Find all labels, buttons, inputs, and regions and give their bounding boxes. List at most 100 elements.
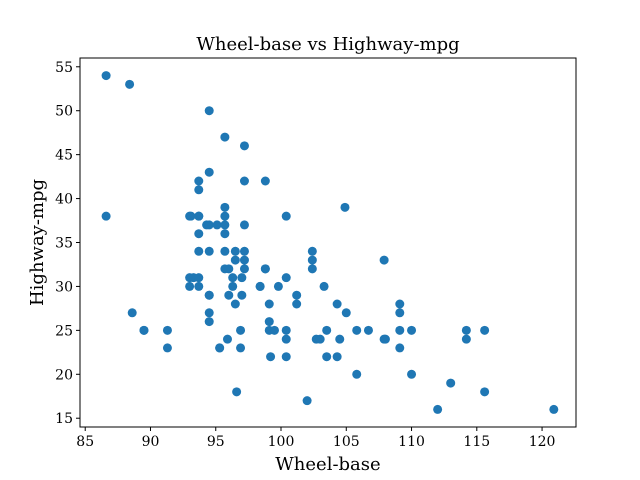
data-point xyxy=(194,229,204,239)
chart-title: Wheel-base vs Highway-mpg xyxy=(196,34,459,55)
data-point xyxy=(194,246,204,256)
data-point xyxy=(239,220,249,230)
data-point xyxy=(264,299,274,309)
data-point xyxy=(139,325,149,335)
data-point xyxy=(204,290,214,300)
data-point xyxy=(352,325,362,335)
data-point xyxy=(224,264,234,274)
x-tick-label: 110 xyxy=(398,434,425,450)
data-point xyxy=(194,281,204,291)
data-point xyxy=(220,211,230,221)
data-point xyxy=(461,325,471,335)
data-point xyxy=(302,396,312,406)
x-tick-label: 100 xyxy=(268,434,295,450)
data-point xyxy=(125,79,135,89)
data-point xyxy=(237,273,247,283)
y-tick-label: 45 xyxy=(55,148,73,164)
data-point xyxy=(341,308,351,318)
data-point xyxy=(273,281,283,291)
data-point xyxy=(255,281,265,291)
data-point xyxy=(395,325,405,335)
x-tick-label: 95 xyxy=(207,434,225,450)
data-point xyxy=(220,220,230,230)
y-axis-ticks: 15 20 25 30 35 40 45 50 55 xyxy=(55,60,80,427)
data-point xyxy=(407,325,417,335)
x-tick-label: 105 xyxy=(333,434,360,450)
data-point xyxy=(194,185,204,195)
data-point xyxy=(480,325,490,335)
x-tick-label: 85 xyxy=(76,434,94,450)
data-point xyxy=(101,211,111,221)
data-point xyxy=(228,273,238,283)
data-point xyxy=(407,369,417,379)
data-point xyxy=(230,246,240,256)
y-tick-label: 25 xyxy=(55,323,73,339)
data-point xyxy=(379,255,389,265)
data-point xyxy=(228,281,238,291)
y-tick-label: 15 xyxy=(55,411,73,427)
data-point xyxy=(395,308,405,318)
x-tick-label: 90 xyxy=(142,434,160,450)
data-point xyxy=(292,290,302,300)
data-point xyxy=(185,281,195,291)
data-point xyxy=(239,264,249,274)
data-point xyxy=(461,334,471,344)
data-point xyxy=(230,299,240,309)
data-point xyxy=(395,299,405,309)
data-point xyxy=(194,273,204,283)
data-point xyxy=(239,176,249,186)
y-tick-label: 20 xyxy=(55,367,73,383)
data-point xyxy=(307,246,317,256)
y-tick-label: 40 xyxy=(55,192,73,208)
data-point xyxy=(266,352,276,362)
y-tick-label: 55 xyxy=(55,60,73,76)
y-tick-label: 30 xyxy=(55,279,73,295)
y-axis-label: Highway-mpg xyxy=(27,179,48,306)
data-point xyxy=(352,369,362,379)
data-point xyxy=(281,325,291,335)
data-point xyxy=(322,325,332,335)
data-point xyxy=(220,246,230,256)
data-point xyxy=(204,317,214,327)
data-point xyxy=(239,246,249,256)
data-point xyxy=(332,299,342,309)
data-point xyxy=(340,202,350,212)
data-point xyxy=(162,343,172,353)
y-tick-label: 35 xyxy=(55,236,73,252)
data-point xyxy=(204,106,214,116)
data-point xyxy=(220,202,230,212)
data-point xyxy=(239,255,249,265)
data-point xyxy=(215,343,225,353)
data-point xyxy=(363,325,373,335)
data-point xyxy=(281,334,291,344)
x-axis-ticks: 85 90 95 100 105 110 115 120 xyxy=(76,427,555,450)
data-point xyxy=(281,352,291,362)
data-point xyxy=(194,211,204,221)
data-point xyxy=(224,290,234,300)
x-axis-label: Wheel-base xyxy=(275,454,380,475)
data-point xyxy=(380,334,390,344)
data-point xyxy=(315,334,325,344)
data-point xyxy=(332,352,342,362)
data-point xyxy=(230,255,240,265)
data-point xyxy=(237,290,247,300)
data-point xyxy=(162,325,172,335)
x-tick-label: 115 xyxy=(463,434,490,450)
data-point xyxy=(232,387,242,397)
data-point xyxy=(319,281,329,291)
data-point xyxy=(239,141,249,151)
data-point xyxy=(212,220,222,230)
data-point xyxy=(292,299,302,309)
data-point xyxy=(260,264,270,274)
data-point xyxy=(194,176,204,186)
data-point xyxy=(549,404,559,414)
data-point xyxy=(335,334,345,344)
data-point xyxy=(260,176,270,186)
data-point xyxy=(236,343,246,353)
data-point xyxy=(222,334,232,344)
data-point xyxy=(307,264,317,274)
data-point xyxy=(101,71,111,81)
data-points xyxy=(101,71,559,414)
